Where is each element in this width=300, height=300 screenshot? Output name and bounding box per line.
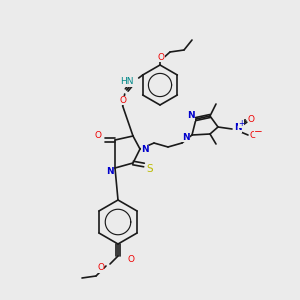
Text: N: N <box>234 124 242 133</box>
Text: N: N <box>182 133 190 142</box>
Text: O: O <box>158 53 164 62</box>
Text: O: O <box>97 263 104 272</box>
Text: +: + <box>238 118 244 127</box>
Text: O: O <box>119 96 126 105</box>
Text: S: S <box>147 164 153 174</box>
Text: N: N <box>106 167 114 176</box>
Text: O: O <box>248 115 255 124</box>
Text: O: O <box>128 254 135 263</box>
Text: −: − <box>254 127 263 137</box>
Text: HN: HN <box>120 77 134 86</box>
Text: N: N <box>188 112 195 121</box>
Text: N: N <box>141 145 149 154</box>
Text: O: O <box>94 131 101 140</box>
Text: O: O <box>249 131 256 140</box>
